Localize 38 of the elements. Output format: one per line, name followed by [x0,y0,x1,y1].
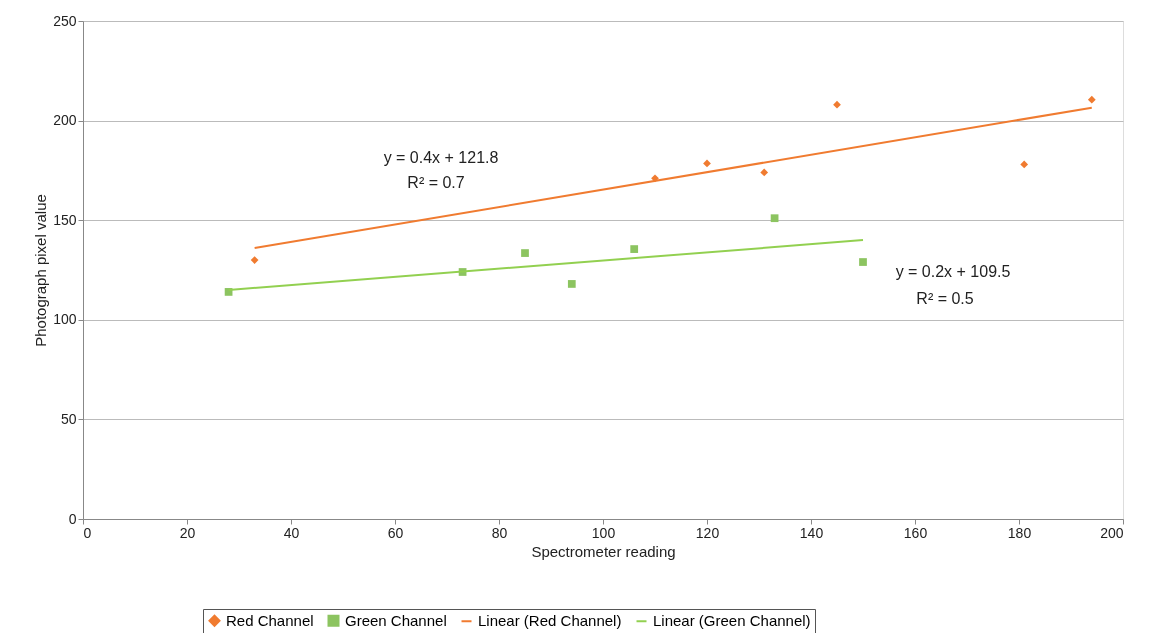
x-tick-label: 60 [387,524,404,541]
x-tick-label: 200 [1100,524,1124,541]
point [833,100,841,109]
point [250,256,259,264]
point [760,168,769,177]
x-tick-label: 120 [695,524,720,541]
annotation: y = 0.2x + 109.5 [895,263,1011,280]
legend-label: Red Channel [226,611,314,629]
y-tick-label: 50 [60,410,77,427]
x-tick-label: 180 [1007,524,1032,541]
point [1087,95,1096,104]
x-tick-label: 140 [799,524,824,541]
y-tick-label: 100 [53,311,77,328]
annotation: R² = 0.5 [916,290,974,307]
x-tick-label: 160 [903,524,928,541]
x-tick-label: 0 [83,524,92,541]
y-tick-label: 150 [53,211,77,228]
legend-label: Green Channel [345,611,447,629]
y-tick-label: 0 [68,510,77,527]
x-tick-label: 100 [591,524,616,541]
legend-label: Linear (Green Channel) [653,612,811,630]
point [567,280,576,288]
annotation: y = 0.4x + 121.8 [383,149,499,166]
x-tick-label: 80 [491,524,508,541]
point [630,245,639,253]
x-tick-label: 40 [283,524,300,541]
y-tick-label: 200 [53,112,77,129]
y-axis-title: Photograph pixel value [32,194,50,347]
annotation: R² = 0.7 [407,174,465,191]
point [1020,160,1029,169]
point [521,249,529,257]
point [770,214,779,223]
point [703,159,711,168]
point [859,258,867,266]
legend-label: Linear (Red Channel) [478,612,622,630]
x-axis-title: Spectrometer reading [531,542,676,560]
x-tick-label: 20 [179,524,196,541]
y-tick-label: 250 [53,12,77,29]
